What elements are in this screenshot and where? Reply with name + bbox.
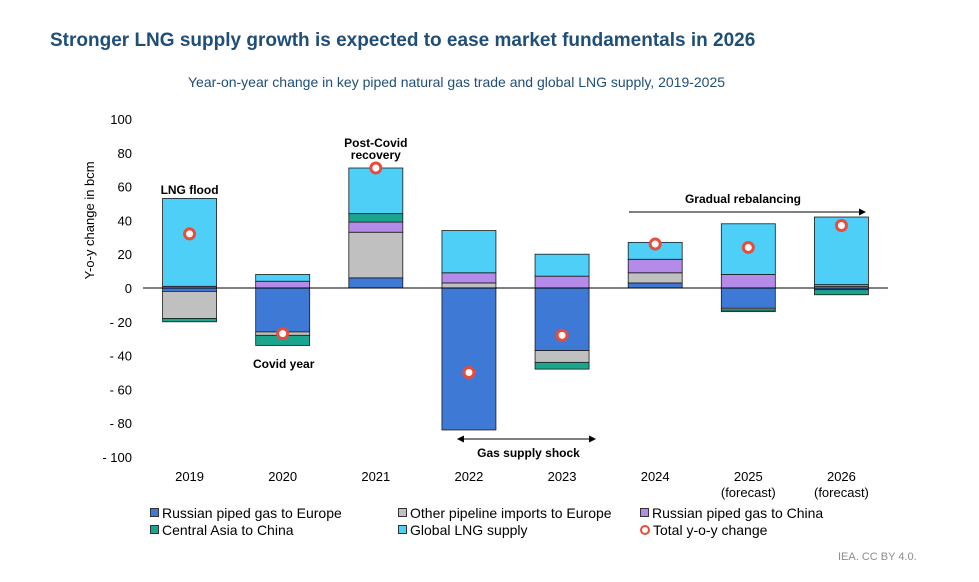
y-tick-label: - 80 [110,416,132,431]
bar-segment-russian_china [348,221,404,233]
y-tick-label: 60 [118,180,132,195]
legend-swatch-total-marker [640,525,650,535]
legend-label: Total y-o-y change [653,522,768,538]
legend-label: Central Asia to China [162,522,294,538]
total-marker [369,161,383,175]
bar-segment-lng [255,274,311,282]
y-axis-label: Y-o-y change in bcm [82,161,97,279]
chart-subtitle: Year-on-year change in key piped natural… [188,74,726,90]
y-tick-label: 40 [118,213,132,228]
y-tick-label: - 100 [102,450,132,465]
legend-item-other-pipeline: Other pipeline imports to Europe [398,505,612,521]
legend-label: Russian piped gas to China [652,505,824,521]
y-tick-label: 20 [118,247,132,262]
bar-segment-lng [814,216,869,286]
bar-segment-other_pipeline [441,282,497,289]
bar-segment-other_pipeline [534,350,590,363]
source-credit: IEA. CC BY 4.0. [838,551,917,563]
y-tick-label: 80 [118,146,132,161]
legend-label: Global LNG supply [410,522,528,538]
y-tick-label: 100 [110,112,132,127]
total-marker [462,366,476,379]
bar-segment-russian_china [534,275,590,289]
bar-segment-lng [534,253,590,277]
bar-segment-lng [441,230,497,274]
x-tick-label: 2024 [641,469,670,484]
x-tick-label: 2020 [268,469,297,484]
y-tick-label: 0 [125,281,132,296]
x-tick-label: 2021 [361,469,390,484]
bar-segment-central_asia [534,361,590,370]
legend-item-russian-china: Russian piped gas to China [640,505,823,521]
bar-segment-lng [162,198,217,287]
x-tick-label: 2022 [454,469,483,484]
legend-item-lng: Global LNG supply [398,522,528,538]
legend-label: Other pipeline imports to Europe [410,505,612,521]
total-marker [741,240,755,254]
bar-segment-russian_europe [348,277,404,289]
bar-segment-other_pipeline [348,231,404,279]
legend-item-russian-europe: Russian piped gas to Europe [150,505,342,521]
legend-item-total: Total y-o-y change [640,522,767,538]
stacked-bar-chart: Y-o-y change in bcm 100 80 60 40 20 0 - 20 - 40 -… [82,112,888,500]
total-marker [555,328,569,342]
annotation-rebalancing-arrowhead [859,208,866,216]
bar-segment-russian_china [720,274,776,289]
legend-item-central-asia: Central Asia to China [150,522,294,538]
bar-segment-russian_china [441,272,497,284]
x-tick-label: (forecast) [721,485,776,500]
total-marker [276,327,290,341]
bar-segment-russian_europe [627,282,683,289]
x-tick-label: 2023 [548,469,577,484]
y-tick-label: - 40 [110,349,132,364]
annotation-lng-flood: LNG flood [161,183,219,197]
y-tick-label: - 60 [110,382,132,397]
bar-segment-russian_europe [162,287,217,292]
legend-swatch-central-asia [150,525,159,534]
annotation-shock-arrowhead-left [456,435,464,443]
legend-swatch-lng [398,525,407,534]
bar-segment-central_asia [162,318,217,323]
annotation-covid-year: Covid year [253,357,315,371]
bar-segment-russian_china [627,258,683,274]
legend-label: Russian piped gas to Europe [162,505,342,521]
annotation-post-covid: recovery [351,148,401,162]
annotation-post-covid: Post-Covid [344,136,407,150]
legend-swatch-russian-china [640,508,649,517]
x-tick-label: (forecast) [814,485,869,500]
chart-title: Stronger LNG supply growth is expected t… [50,30,756,51]
bar-segment-russian_europe [441,287,497,431]
bar-segment-russian_china [255,280,311,289]
y-tick-label: - 20 [110,315,132,330]
total-marker [183,227,197,241]
bar-segment-other_pipeline [627,272,683,284]
x-tick-label: 2019 [175,469,204,484]
bar-segment-central_asia [720,309,776,313]
annotation-gradual-rebalancing: Gradual rebalancing [685,192,801,206]
x-tick-label: 2026 [827,469,856,484]
annotation-shock-arrowhead-right [589,435,597,443]
bar-segment-other_pipeline [162,290,217,319]
bar-segment-central_asia [348,213,404,223]
total-marker [648,237,662,251]
bar-segment-russian_europe [720,287,776,309]
legend-swatch-other-pipeline [398,508,407,517]
annotation-gas-supply-shock: Gas supply shock [477,446,580,460]
total-marker [834,218,848,232]
bar-segment-central_asia [814,289,869,296]
bar-segment-russian_europe [255,287,311,333]
legend-swatch-russian-europe [150,508,159,517]
bar-segment-lng [348,167,404,215]
x-tick-label: 2025 [734,469,763,484]
